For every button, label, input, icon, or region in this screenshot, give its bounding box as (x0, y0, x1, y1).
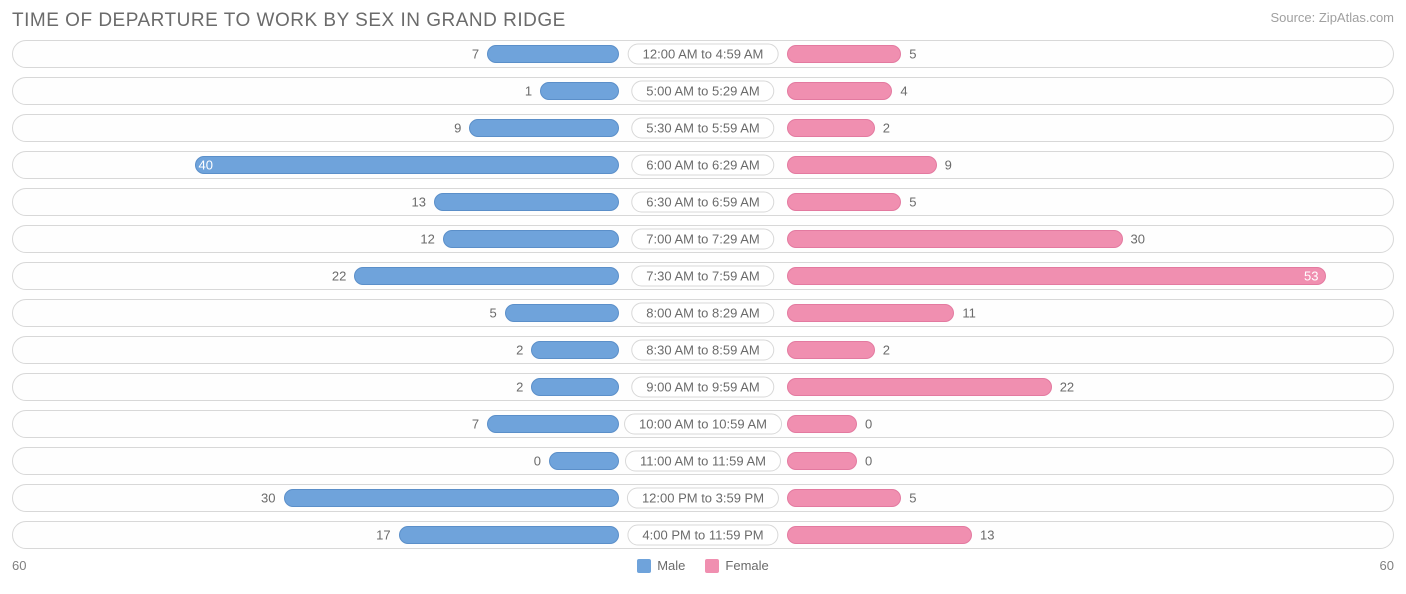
male-bar (531, 341, 619, 359)
row-category-label: 5:00 AM to 5:29 AM (631, 81, 774, 102)
male-value-label: 1 (525, 84, 532, 99)
female-bar (787, 45, 901, 63)
male-bar (443, 230, 619, 248)
chart-row: 7:00 AM to 7:29 AM 12 30 (12, 225, 1394, 253)
legend-female-swatch (705, 559, 719, 573)
female-bar (787, 156, 937, 174)
row-category-label: 7:30 AM to 7:59 AM (631, 266, 774, 287)
male-value-label: 22 (332, 269, 346, 284)
female-bar (787, 193, 901, 211)
male-bar (487, 45, 619, 63)
female-value-label: 11 (962, 306, 976, 321)
chart-row: 10:00 AM to 10:59 AM 7 0 (12, 410, 1394, 438)
chart-footer: 60 Male Female 60 (12, 558, 1394, 573)
axis-left-label: 60 (12, 558, 26, 573)
male-bar (549, 452, 619, 470)
chart-legend: Male Female (637, 558, 769, 573)
male-bar (195, 156, 619, 174)
female-bar (787, 119, 875, 137)
male-bar (469, 119, 619, 137)
row-category-label: 12:00 PM to 3:59 PM (627, 488, 779, 509)
male-bar (434, 193, 619, 211)
male-bar (505, 304, 619, 322)
row-category-label: 6:00 AM to 6:29 AM (631, 155, 774, 176)
female-value-label: 30 (1131, 232, 1145, 247)
female-bar (787, 341, 875, 359)
row-category-label: 5:30 AM to 5:59 AM (631, 118, 774, 139)
male-value-label: 17 (376, 528, 390, 543)
male-bar (531, 378, 619, 396)
male-value-label: 12 (420, 232, 434, 247)
row-category-label: 8:00 AM to 8:29 AM (631, 303, 774, 324)
row-category-label: 10:00 AM to 10:59 AM (624, 414, 782, 435)
chart-header: TIME OF DEPARTURE TO WORK BY SEX IN GRAN… (12, 10, 1394, 32)
female-value-label: 5 (909, 47, 916, 62)
female-value-label: 9 (945, 158, 952, 173)
female-value-label: 22 (1060, 380, 1074, 395)
legend-male-label: Male (657, 558, 685, 573)
legend-female-label: Female (725, 558, 768, 573)
male-value-label: 2 (516, 343, 523, 358)
chart-row: 11:00 AM to 11:59 AM 0 0 (12, 447, 1394, 475)
female-bar (787, 304, 954, 322)
male-bar (540, 82, 619, 100)
legend-female: Female (705, 558, 768, 573)
male-value-label: 7 (472, 417, 479, 432)
male-bar (399, 526, 619, 544)
female-bar (787, 489, 901, 507)
chart-title: TIME OF DEPARTURE TO WORK BY SEX IN GRAN… (12, 10, 566, 32)
male-value-label: 30 (261, 491, 275, 506)
chart-row: 6:30 AM to 6:59 AM 13 5 (12, 188, 1394, 216)
row-category-label: 6:30 AM to 6:59 AM (631, 192, 774, 213)
chart-row: 4:00 PM to 11:59 PM 17 13 (12, 521, 1394, 549)
chart-row: 8:30 AM to 8:59 AM 2 2 (12, 336, 1394, 364)
chart-row: 8:00 AM to 8:29 AM 5 11 (12, 299, 1394, 327)
chart-area: 12:00 AM to 4:59 AM 7 5 5:00 AM to 5:29 AM 1… (12, 40, 1394, 549)
female-bar (787, 82, 892, 100)
legend-male: Male (637, 558, 685, 573)
female-bar (787, 452, 857, 470)
male-bar (487, 415, 619, 433)
male-value-label: 9 (454, 121, 461, 136)
male-value-label: 5 (490, 306, 497, 321)
chart-row: 5:30 AM to 5:59 AM 9 2 (12, 114, 1394, 142)
male-bar (284, 489, 620, 507)
female-bar (787, 267, 1326, 285)
female-value-label: 0 (865, 417, 872, 432)
female-value-label: 53 (1304, 269, 1318, 284)
chart-row: 12:00 PM to 3:59 PM 30 5 (12, 484, 1394, 512)
chart-row: 12:00 AM to 4:59 AM 7 5 (12, 40, 1394, 68)
female-value-label: 4 (900, 84, 907, 99)
row-category-label: 7:00 AM to 7:29 AM (631, 229, 774, 250)
female-value-label: 0 (865, 454, 872, 469)
row-category-label: 8:30 AM to 8:59 AM (631, 340, 774, 361)
male-value-label: 13 (411, 195, 425, 210)
legend-male-swatch (637, 559, 651, 573)
row-category-label: 11:00 AM to 11:59 AM (625, 451, 781, 472)
row-category-label: 9:00 AM to 9:59 AM (631, 377, 774, 398)
male-value-label: 40 (199, 158, 213, 173)
male-value-label: 0 (534, 454, 541, 469)
chart-row: 9:00 AM to 9:59 AM222 (12, 373, 1394, 401)
chart-source: Source: ZipAtlas.com (1270, 10, 1394, 25)
female-bar (787, 415, 857, 433)
male-value-label: 2 (516, 380, 523, 395)
row-category-label: 12:00 AM to 4:59 AM (628, 44, 779, 65)
male-value-label: 7 (472, 47, 479, 62)
row-category-label: 4:00 PM to 11:59 PM (627, 525, 778, 546)
female-bar (787, 526, 972, 544)
female-value-label: 2 (883, 343, 890, 358)
female-bar (787, 230, 1123, 248)
chart-row: 6:00 AM to 6:29 AM 40 9 (12, 151, 1394, 179)
female-value-label: 5 (909, 491, 916, 506)
female-value-label: 2 (883, 121, 890, 136)
female-bar (787, 378, 1052, 396)
male-bar (354, 267, 619, 285)
axis-right-label: 60 (1380, 558, 1394, 573)
chart-row: 5:00 AM to 5:29 AM 1 4 (12, 77, 1394, 105)
female-value-label: 5 (909, 195, 916, 210)
chart-row: 7:30 AM to 7:59 AM 22 53 (12, 262, 1394, 290)
female-value-label: 13 (980, 528, 994, 543)
